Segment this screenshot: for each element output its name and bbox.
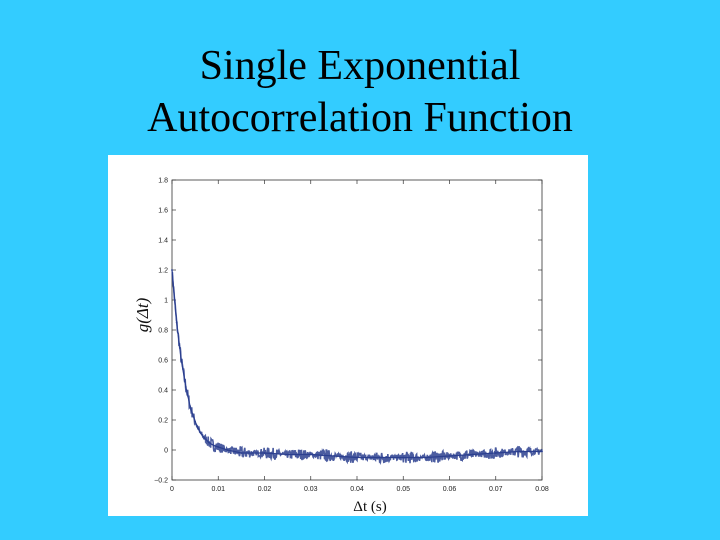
data-point	[379, 456, 382, 459]
plot-frame	[171, 179, 543, 481]
x-tick-label: 0	[170, 486, 174, 493]
title-line-2: Autocorrelation Function	[147, 95, 573, 141]
y-axis-label: g(Δt)	[133, 297, 152, 332]
y-tick-label: 1.8	[158, 178, 168, 185]
data-point	[217, 446, 220, 448]
x-tick-label: 0.07	[489, 486, 503, 493]
series-noise-band	[171, 271, 543, 466]
data-point	[356, 456, 358, 459]
data-point	[175, 321, 178, 324]
data-point	[309, 453, 312, 456]
data-point	[286, 453, 289, 456]
data-point	[208, 441, 210, 444]
x-tick-label: 0.04	[350, 486, 364, 493]
data-point	[425, 456, 428, 459]
y-tick-label: 0	[164, 448, 168, 455]
y-tick-label: 0.6	[158, 358, 168, 365]
series-group	[171, 269, 543, 466]
y-tick-label: 0.8	[158, 328, 168, 335]
x-tick-label: 0.05	[396, 486, 410, 493]
x-tick-label: 0.06	[443, 486, 457, 493]
data-point	[184, 386, 187, 388]
data-point	[212, 444, 215, 447]
x-tick-label: 0.08	[535, 486, 549, 493]
chart-svg: −0.200.20.40.60.811.21.41.61.8 0 0.01 0.02…	[133, 178, 549, 516]
data-point	[203, 437, 206, 439]
data-point	[332, 455, 335, 457]
y-tick-label: 1.4	[158, 238, 168, 245]
y-tick-label: 1.2	[158, 268, 168, 275]
data-point	[171, 269, 173, 271]
series-line	[171, 269, 542, 459]
data-point	[194, 420, 197, 423]
data-point	[189, 407, 192, 409]
chart-figure: −0.2 0 0.2 0.4 0.6 0.8 1 1.2 1.4 1.6 1.8 0 0.01 0.02…	[108, 155, 588, 516]
y-tick-label: 0.4	[158, 388, 168, 395]
data-point	[541, 450, 543, 453]
x-tick-label: 0.02	[258, 486, 272, 493]
title-line-1: Single Exponential	[199, 43, 521, 89]
y-tick-label: −0.2	[154, 478, 168, 485]
data-point	[448, 455, 451, 457]
slide-title: Single Exponential Autocorrelation Funct…	[0, 40, 720, 144]
data-point	[240, 452, 243, 454]
data-point	[198, 431, 201, 433]
data-point	[263, 452, 266, 454]
x-axis-label: Δt (s)	[353, 499, 386, 515]
x-axis-ticks: 0 0.01 0.02 0.03 0.04 0.05 0.06 0.07 0.08	[170, 180, 549, 493]
data-point	[494, 452, 497, 454]
data-point	[471, 453, 474, 456]
y-tick-label: 1	[164, 298, 168, 305]
y-tick-label: 1.6	[158, 208, 168, 215]
x-tick-label: 0.01	[211, 486, 225, 493]
y-tick-label: 0.2	[158, 418, 168, 425]
data-point	[180, 359, 183, 361]
y-axis-ticks: −0.2 0 0.2 0.4 0.6 0.8 1 1.2 1.4 1.6 1.8	[154, 178, 542, 485]
data-point	[402, 456, 405, 459]
data-point	[226, 449, 229, 451]
data-point	[517, 450, 520, 453]
x-tick-label: 0.03	[304, 486, 318, 493]
